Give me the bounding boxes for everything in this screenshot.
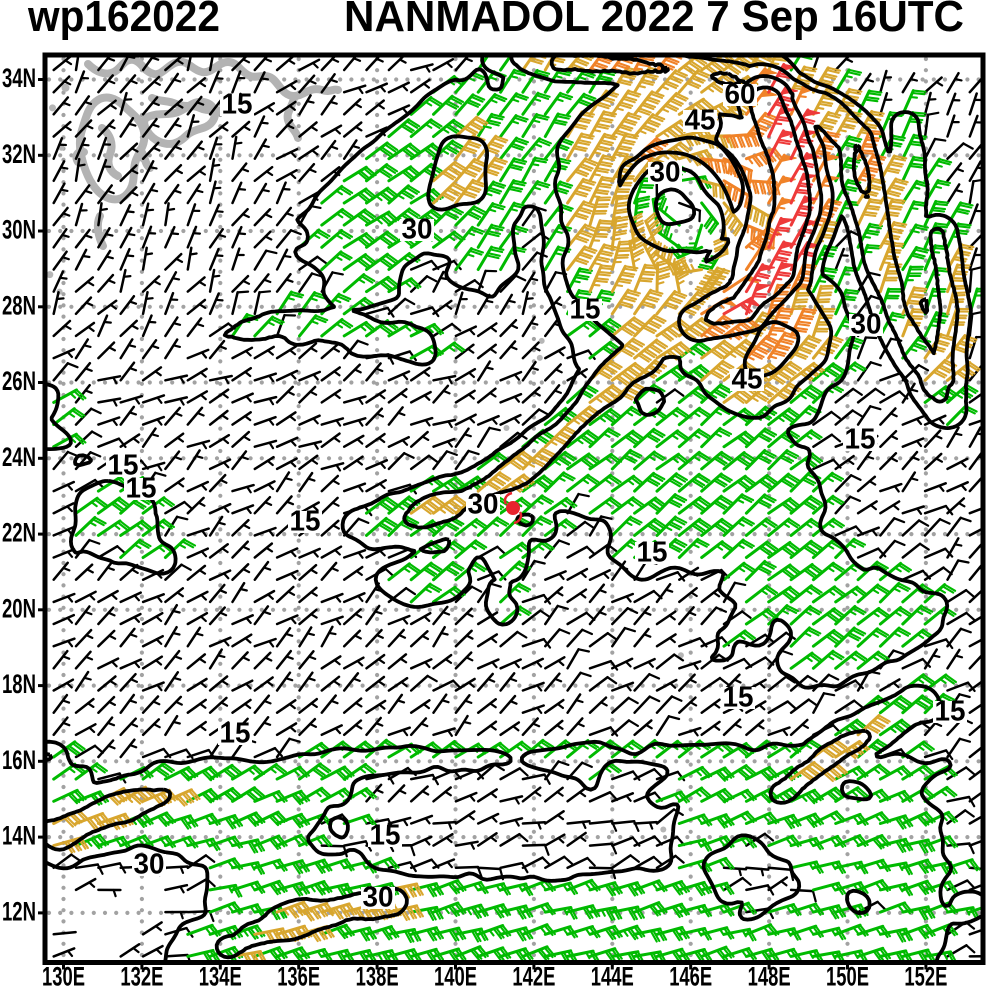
- svg-text:15: 15: [637, 537, 668, 569]
- svg-text:130E: 130E: [42, 962, 85, 990]
- svg-text:45: 45: [732, 364, 763, 396]
- svg-text:15: 15: [570, 294, 601, 326]
- svg-text:26N: 26N: [2, 366, 36, 396]
- svg-text:20N: 20N: [2, 593, 36, 623]
- svg-text:NANMADOL 2022 7 Sep 16UTC: NANMADOL 2022 7 Sep 16UTC: [344, 0, 964, 41]
- svg-text:30: 30: [363, 882, 394, 914]
- svg-text:15: 15: [370, 820, 401, 852]
- svg-text:15: 15: [845, 424, 876, 456]
- svg-text:144E: 144E: [591, 962, 634, 990]
- svg-text:15: 15: [222, 89, 253, 121]
- svg-text:14N: 14N: [2, 821, 36, 851]
- svg-text:30N: 30N: [2, 215, 36, 245]
- svg-text:30: 30: [402, 214, 433, 246]
- svg-text:148E: 148E: [748, 962, 791, 990]
- svg-text:30: 30: [468, 489, 499, 521]
- svg-text:12N: 12N: [2, 896, 36, 926]
- svg-text:60: 60: [725, 79, 756, 111]
- svg-text:34N: 34N: [2, 63, 36, 93]
- svg-text:15: 15: [108, 450, 139, 482]
- svg-text:15: 15: [935, 696, 966, 728]
- svg-text:wp162022: wp162022: [27, 0, 220, 41]
- svg-text:30: 30: [134, 849, 165, 881]
- svg-text:28N: 28N: [2, 290, 36, 320]
- svg-text:15: 15: [723, 682, 754, 714]
- svg-text:32N: 32N: [2, 139, 36, 169]
- svg-text:150E: 150E: [826, 962, 869, 990]
- svg-text:30: 30: [650, 157, 681, 189]
- svg-text:146E: 146E: [669, 962, 712, 990]
- svg-text:134E: 134E: [199, 962, 242, 990]
- svg-text:22N: 22N: [2, 518, 36, 548]
- svg-text:15: 15: [220, 718, 251, 750]
- svg-text:16N: 16N: [2, 745, 36, 775]
- svg-text:138E: 138E: [356, 962, 399, 990]
- svg-text:45: 45: [685, 105, 716, 137]
- svg-text:132E: 132E: [120, 962, 163, 990]
- svg-text:142E: 142E: [512, 962, 555, 990]
- svg-text:140E: 140E: [434, 962, 477, 990]
- svg-text:136E: 136E: [277, 962, 320, 990]
- svg-text:15: 15: [126, 473, 157, 505]
- svg-text:18N: 18N: [2, 669, 36, 699]
- svg-text:15: 15: [290, 506, 321, 538]
- svg-text:30: 30: [851, 309, 882, 341]
- svg-text:24N: 24N: [2, 442, 36, 472]
- svg-text:152E: 152E: [904, 962, 947, 990]
